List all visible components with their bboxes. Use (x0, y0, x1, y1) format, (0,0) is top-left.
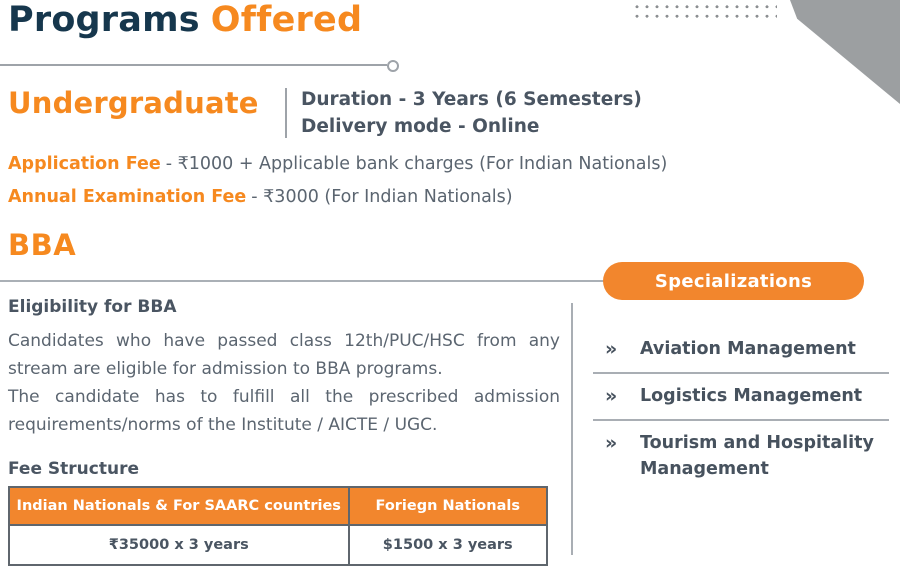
fee-table-header-row: Indian Nationals & For SAARC countries F… (8, 486, 548, 526)
eligibility-paragraph-1: Candidates who have passed class 12th/PU… (8, 331, 560, 379)
decorative-dot-grid (631, 1, 777, 18)
page-title-part1: Programs (8, 0, 200, 40)
delivery-mode-line: Delivery mode - Online (301, 116, 540, 137)
specialization-label: Logistics Management (640, 386, 863, 406)
fee-table-cell-foreign: $1500 x 3 years (347, 524, 548, 566)
fee-structure-heading: Fee Structure (8, 459, 139, 479)
specialization-label: Tourism and Hospitality Management (640, 433, 874, 479)
exam-fee-line: Annual Examination Fee - ₹3000 (For India… (8, 187, 513, 207)
chevron-bullet-icon: » (605, 385, 618, 407)
chevron-bullet-icon: » (605, 338, 618, 360)
corner-triangle-decoration (790, 0, 900, 104)
list-item: » Aviation Management (593, 327, 889, 374)
section-divider-line (0, 280, 612, 282)
fee-table-header-indian: Indian Nationals & For SAARC countries (8, 486, 350, 526)
application-fee-line: Application Fee - ₹1000 + Applicable bank… (8, 154, 667, 174)
list-item: » Logistics Management (593, 374, 889, 421)
title-underline (0, 64, 387, 66)
duration-line: Duration - 3 Years (6 Semesters) (301, 89, 642, 110)
eligibility-paragraph-2: The candidate has to fulfill all the pre… (8, 387, 560, 435)
list-item: » Tourism and Hospitality Management (593, 421, 889, 492)
specialization-label: Aviation Management (640, 339, 856, 359)
application-fee-label: Application Fee (8, 154, 161, 174)
fee-table-cell-indian: ₹35000 x 3 years (8, 524, 350, 566)
eligibility-section: Eligibility for BBA Candidates who have … (8, 297, 560, 439)
exam-fee-value: - ₹3000 (For Indian Nationals) (251, 187, 513, 207)
chevron-bullet-icon: » (605, 432, 618, 454)
duration-details: Duration - 3 Years (6 Semesters) Deliver… (301, 86, 642, 140)
application-fee-value: - ₹1000 + Applicable bank charges (For I… (165, 154, 668, 174)
page-title: Programs Offered (8, 0, 362, 40)
eligibility-heading: Eligibility for BBA (8, 297, 177, 317)
program-name-heading: BBA (8, 228, 77, 262)
specializations-list: » Aviation Management » Logistics Manage… (593, 327, 889, 492)
specializations-button[interactable]: Specializations (603, 262, 864, 300)
fee-table-header-foreign: Foriegn Nationals (347, 486, 548, 526)
vertical-divider (285, 88, 287, 138)
undergraduate-heading: Undergraduate (8, 86, 259, 120)
exam-fee-label: Annual Examination Fee (8, 187, 247, 207)
column-divider-line (571, 303, 573, 555)
fee-table-row: ₹35000 x 3 years $1500 x 3 years (8, 524, 548, 566)
page-title-part2: Offered (210, 0, 363, 40)
title-underline-end-circle (387, 60, 399, 72)
fee-table: Indian Nationals & For SAARC countries F… (8, 486, 548, 566)
